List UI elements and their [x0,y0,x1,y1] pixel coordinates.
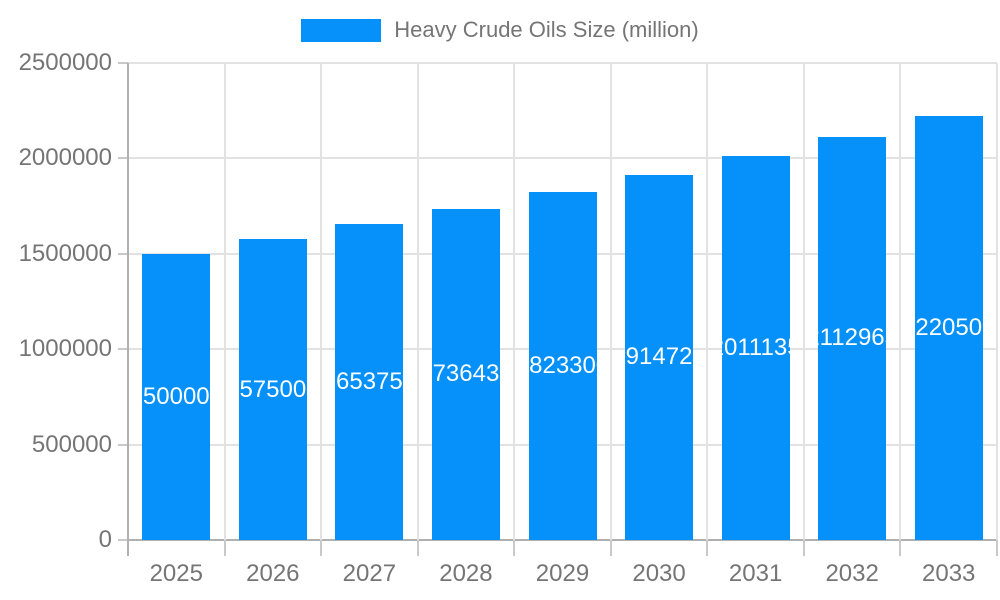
gridline-vertical [223,63,226,540]
bar[interactable]: 1500000 [142,253,211,540]
y-tick-label: 1000000 [18,335,112,363]
x-axis-tick [513,540,516,556]
bar[interactable]: 2220505 [914,116,983,540]
gridline-horizontal [128,157,997,160]
x-axis-tick [802,540,805,556]
x-axis-tick [416,540,419,556]
y-tick-label: 2000000 [18,144,112,172]
bar-value-label: 2220505 [915,314,983,342]
bar-value-label: 1575000 [239,375,307,403]
y-tick-label: 0 [98,526,112,553]
gridline-vertical [513,63,516,540]
gridline-vertical [899,63,902,540]
bar-value-label: 2011135 [722,334,790,362]
gridline-horizontal [128,62,997,64]
x-axis-tick [996,540,998,556]
x-axis-tick [320,540,323,556]
y-tick-label: 1500000 [18,239,112,267]
x-axis-baseline [128,539,997,541]
x-tick-label: 2033 [922,560,976,587]
x-tick-label: 2025 [149,560,203,587]
x-tick-label: 2030 [632,560,686,587]
bar[interactable]: 1653750 [335,224,404,540]
gridline-vertical [706,63,709,540]
bar[interactable]: 1914725 [625,174,694,540]
x-axis-tick [223,540,226,556]
y-axis-tick [118,348,128,351]
bar[interactable]: 1823300 [528,192,597,540]
y-axis-tick [118,539,128,541]
y-tick-label: 500000 [31,430,112,458]
x-axis-tick [609,540,612,556]
bar-value-label: 1914725 [625,343,693,371]
bar-value-label: 2112965 [818,324,886,352]
legend-swatch-icon [301,18,382,42]
gridline-vertical [996,63,998,540]
y-axis-tick [118,62,128,64]
x-tick-label: 2031 [728,560,783,587]
gridline-vertical [416,63,419,540]
bar[interactable]: 2011135 [721,156,790,540]
x-tick-label: 2029 [535,560,590,587]
legend-label: Heavy Crude Oils Size (million) [394,17,699,42]
x-tick-label: 2028 [439,560,493,587]
legend: Heavy Crude Oils Size (million) [0,17,1000,43]
x-axis-tick [899,540,902,556]
bar-value-label: 1823300 [529,352,597,380]
gridline-vertical [802,63,805,540]
x-tick-label: 2032 [825,560,879,587]
bar-value-label: 1500000 [142,382,210,410]
x-axis-tick [706,540,709,556]
y-axis-tick [118,443,128,446]
bar[interactable]: 1575000 [238,239,307,540]
x-tick-label: 2026 [246,560,300,587]
y-tick-label: 2500000 [18,49,112,76]
y-axis-tick [118,157,128,160]
bar[interactable]: 2112965 [818,136,887,540]
bar[interactable]: 1736437 [431,208,500,540]
gridline-vertical [320,63,323,540]
y-axis-tick [118,252,128,255]
gridline-vertical [609,63,612,540]
x-tick-label: 2027 [342,560,397,587]
bar-value-label: 1736437 [432,360,500,388]
y-axis-line [127,63,129,556]
bar-value-label: 1653750 [335,368,403,396]
